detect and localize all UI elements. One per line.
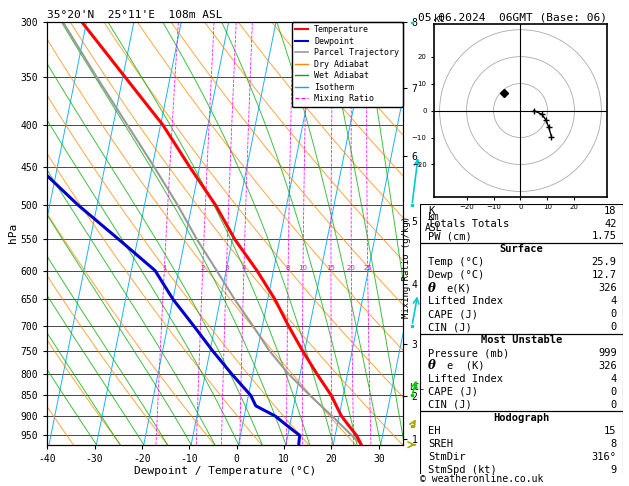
Y-axis label: km
ASL: km ASL [425, 212, 443, 233]
Text: 0: 0 [610, 322, 616, 332]
Y-axis label: hPa: hPa [8, 223, 18, 243]
Text: 12.7: 12.7 [592, 270, 616, 280]
Text: © weatheronline.co.uk: © weatheronline.co.uk [420, 473, 543, 484]
Text: 4: 4 [242, 264, 246, 271]
Text: 18: 18 [604, 206, 616, 216]
Text: 0: 0 [610, 309, 616, 319]
Text: Surface: Surface [499, 244, 543, 255]
Text: Mixing Ratio (g/kg): Mixing Ratio (g/kg) [403, 216, 411, 318]
Text: 0: 0 [610, 400, 616, 410]
Text: 15: 15 [326, 264, 335, 271]
Text: PW (cm): PW (cm) [428, 231, 472, 242]
Text: 999: 999 [598, 348, 616, 358]
Text: Hodograph: Hodograph [493, 413, 550, 423]
Text: CAPE (J): CAPE (J) [428, 309, 478, 319]
Text: 05.06.2024  06GMT (Base: 06): 05.06.2024 06GMT (Base: 06) [418, 12, 607, 22]
Text: 4: 4 [610, 374, 616, 384]
Text: CIN (J): CIN (J) [428, 322, 472, 332]
Text: 1: 1 [162, 264, 167, 271]
Text: 4: 4 [610, 296, 616, 306]
Text: kt: kt [434, 14, 446, 24]
Text: LCL: LCL [409, 383, 425, 392]
Text: Dewp (°C): Dewp (°C) [428, 270, 484, 280]
Text: 20: 20 [347, 264, 356, 271]
Text: 9: 9 [610, 465, 616, 474]
Legend: Temperature, Dewpoint, Parcel Trajectory, Dry Adiabat, Wet Adiabat, Isotherm, Mi: Temperature, Dewpoint, Parcel Trajectory… [292, 22, 403, 106]
Text: 326: 326 [598, 361, 616, 371]
Text: SREH: SREH [428, 439, 454, 449]
Text: 2: 2 [201, 264, 205, 271]
Text: StmDir: StmDir [428, 451, 465, 462]
Text: Totals Totals: Totals Totals [428, 219, 509, 228]
Text: 25: 25 [364, 264, 372, 271]
Text: 8: 8 [610, 439, 616, 449]
Text: 42: 42 [604, 219, 616, 228]
Text: Lifted Index: Lifted Index [428, 374, 503, 384]
Text: CIN (J): CIN (J) [428, 400, 472, 410]
Text: Lifted Index: Lifted Index [428, 296, 503, 306]
Text: 15: 15 [604, 426, 616, 435]
Text: e(K): e(K) [447, 283, 472, 293]
Text: 3: 3 [224, 264, 228, 271]
Text: 1.75: 1.75 [592, 231, 616, 242]
Text: 326: 326 [598, 283, 616, 293]
Text: Temp (°C): Temp (°C) [428, 258, 484, 267]
Text: Most Unstable: Most Unstable [481, 335, 562, 345]
X-axis label: Dewpoint / Temperature (°C): Dewpoint / Temperature (°C) [134, 467, 316, 476]
Text: 0: 0 [610, 387, 616, 397]
Text: 35°20'N  25°11'E  108m ASL: 35°20'N 25°11'E 108m ASL [47, 10, 223, 20]
Text: 316°: 316° [592, 451, 616, 462]
Text: 8: 8 [286, 264, 291, 271]
Text: θ: θ [428, 360, 436, 372]
Text: K: K [428, 206, 435, 216]
Text: StmSpd (kt): StmSpd (kt) [428, 465, 497, 474]
Text: 10: 10 [299, 264, 308, 271]
Text: e  (K): e (K) [447, 361, 484, 371]
Text: 25.9: 25.9 [592, 258, 616, 267]
Text: θ: θ [428, 282, 436, 295]
Text: CAPE (J): CAPE (J) [428, 387, 478, 397]
Text: Pressure (mb): Pressure (mb) [428, 348, 509, 358]
Text: EH: EH [428, 426, 441, 435]
